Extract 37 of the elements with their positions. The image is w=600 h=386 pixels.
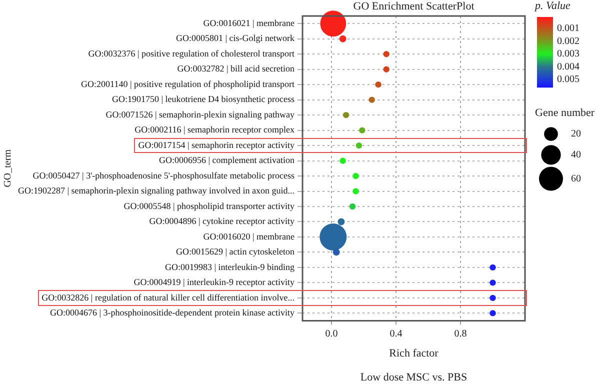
y-tick-label: GO:0015629 | actin cytoskeleton bbox=[176, 246, 296, 257]
color-bar-label: 0.005 bbox=[557, 74, 580, 85]
y-tick-label: GO:1901750 | leukotriene D4 biosynthetic process bbox=[112, 94, 295, 104]
y-tick-label: GO:0019983 | interleukin-9 binding bbox=[164, 262, 296, 272]
y-tick-label: GO:0004896 | cytokine receptor activity bbox=[149, 216, 296, 226]
y-tick-label: GO:0005548 | phospholipid transporter activity bbox=[124, 200, 296, 211]
y-tick-label: GO:0032826 | regulation of natural killer cell differentiation involve... bbox=[42, 292, 295, 302]
y-tick-label: GO:1902287 | semaphorin-plexin signaling pathway involved in axon guid... bbox=[18, 186, 295, 196]
color-bar-label: 0.004 bbox=[557, 61, 580, 72]
color-bar-label: 0.001 bbox=[557, 23, 580, 34]
y-tick-label: GO:0016021 | membrane bbox=[203, 18, 295, 28]
y-tick-label: GO:0032376 | positive regulation of cholesterol transport bbox=[88, 48, 296, 58]
y-tick-label: GO:0002116 | semaphorin receptor complex bbox=[134, 124, 295, 135]
color-bar-title: p. Value bbox=[534, 0, 571, 12]
y-tick-label: GO:0005801 | cis-Golgi network bbox=[176, 33, 296, 44]
legend-label: 40 bbox=[571, 150, 581, 161]
y-tick-label: GO:0071526 | semaphorin-plexin signaling pathway bbox=[106, 109, 296, 120]
x-axis-title: Rich factor bbox=[389, 347, 439, 360]
y-tick-label: GO:0032782 | bill acid secretion bbox=[177, 64, 296, 74]
y-tick-label: GO:2001140 | positive regulation of phospholipid transport bbox=[81, 78, 296, 89]
color-bar-label: 0.002 bbox=[557, 36, 580, 47]
y-tick-label: GO:0006956 | complement activation bbox=[158, 155, 296, 166]
y-tick-label: GO:0004919 | interleukin-9 receptor activity bbox=[134, 277, 296, 288]
chart-title: GO Enrichment ScatterPlot bbox=[353, 0, 474, 12]
y-tick-label: GO:0016020 | membrane bbox=[203, 231, 295, 242]
legend-label: 60 bbox=[571, 173, 581, 184]
color-bar-label: 0.003 bbox=[557, 48, 580, 60]
y-tick-label: GO:0004676 | 3-phosphoinositide-dependent protein kinase activity bbox=[50, 308, 296, 318]
y-tick-label: GO:0050427 | 3'-phosphoadenosine 5'-phosphosulfate metabolic process bbox=[32, 170, 296, 180]
y-axis-title: GO_term bbox=[2, 149, 14, 188]
x-tick-label: 0.4 bbox=[390, 328, 402, 340]
text: Low dose MSC vs. PBS bbox=[360, 371, 468, 384]
y-tick-label: GO:0017154 | semaphorin receptor activity bbox=[138, 140, 296, 150]
legend-title: Gene number bbox=[535, 106, 595, 119]
x-tick-label: 0.0 bbox=[325, 328, 338, 340]
x-tick-label: 0.8 bbox=[454, 328, 467, 340]
legend-label: 20 bbox=[571, 128, 581, 140]
